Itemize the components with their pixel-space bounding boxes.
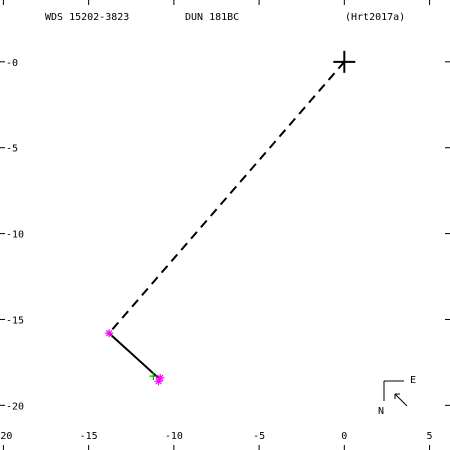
y-tick-label: -20 bbox=[6, 401, 24, 412]
marker-stroke bbox=[155, 378, 162, 385]
y-tick-label: -5 bbox=[6, 144, 18, 155]
reference-label: (Hrt2017a) bbox=[345, 12, 405, 23]
y-tick-label: -10 bbox=[6, 230, 24, 241]
orbit-line bbox=[108, 61, 346, 334]
y-tick-label: -0 bbox=[6, 58, 18, 69]
x-tick-label: -10 bbox=[165, 431, 183, 442]
wds-label: WDS 15202-3823 bbox=[45, 12, 129, 23]
x-tick-label: -5 bbox=[253, 431, 265, 442]
compass-arrow bbox=[394, 393, 408, 407]
x-tick-label: 5 bbox=[427, 431, 433, 442]
y-tick-label: -15 bbox=[6, 315, 24, 326]
big-plus bbox=[333, 50, 356, 73]
compass-north: N bbox=[378, 406, 384, 417]
plus bbox=[149, 372, 158, 381]
compass-east: E bbox=[410, 375, 416, 386]
x-tick-label: -20 bbox=[0, 431, 12, 442]
orbit-line bbox=[108, 332, 161, 381]
asterisk bbox=[105, 329, 114, 338]
x-tick-label: -15 bbox=[80, 431, 98, 442]
compass bbox=[383, 380, 408, 407]
asterisk bbox=[154, 377, 163, 386]
x-tick-label: 0 bbox=[341, 431, 347, 442]
marker-stroke bbox=[105, 329, 113, 337]
pair-label: DUN 181BC bbox=[185, 12, 239, 23]
